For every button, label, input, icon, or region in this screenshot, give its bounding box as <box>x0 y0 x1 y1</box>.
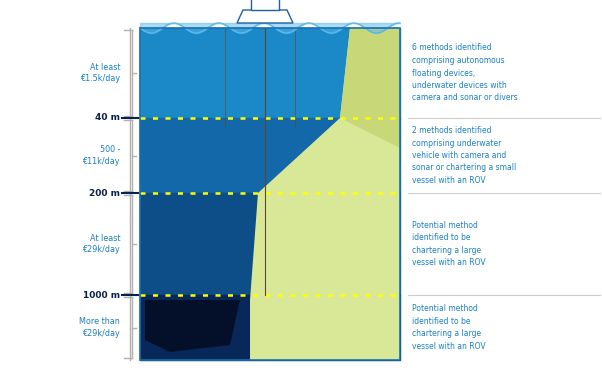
Text: 2 methods identified
comprising underwater
vehicle with camera and
sonar or char: 2 methods identified comprising underwat… <box>412 126 517 185</box>
Polygon shape <box>340 28 400 148</box>
Text: More than
€29k/day: More than €29k/day <box>79 317 120 338</box>
Text: Potential method
identified to be
chartering a large
vessel with an ROV: Potential method identified to be charte… <box>412 304 486 351</box>
Text: 200 m: 200 m <box>89 188 120 197</box>
Polygon shape <box>145 300 240 352</box>
Text: At least
€29k/day: At least €29k/day <box>82 233 120 254</box>
Bar <box>251 0 279 10</box>
Polygon shape <box>237 10 293 23</box>
Text: 40 m: 40 m <box>95 113 120 122</box>
Text: 500 -
€11k/day: 500 - €11k/day <box>82 145 120 166</box>
Polygon shape <box>250 28 400 360</box>
Text: 6 methods identified
comprising autonomous
floating devices,
underwater devices : 6 methods identified comprising autonomo… <box>412 44 518 103</box>
Text: Potential method
identified to be
chartering a large
vessel with an ROV: Potential method identified to be charte… <box>412 221 486 267</box>
Text: 1000 m: 1000 m <box>83 291 120 300</box>
Text: At least
€1.5k/day: At least €1.5k/day <box>80 63 120 84</box>
Bar <box>140 28 400 360</box>
